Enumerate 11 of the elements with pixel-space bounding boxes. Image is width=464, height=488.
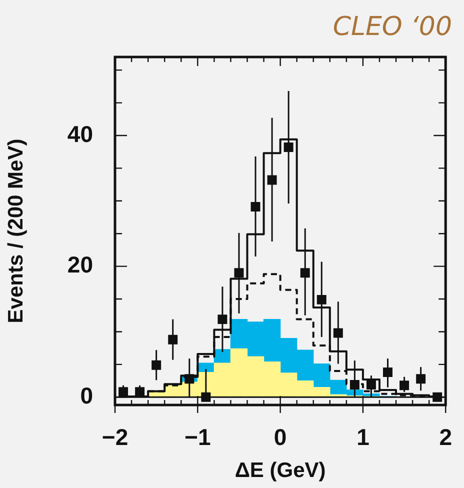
text: CLEO ‘00 (332, 12, 452, 42)
y-axis-title: Events / (200 MeV) (4, 138, 28, 324)
y-tick-label: 0 (80, 382, 93, 408)
x-axis-title: ΔE (GeV) (234, 459, 326, 482)
x-tick-label: −1 (184, 424, 211, 450)
x-tick-label: 2 (439, 424, 452, 450)
x-tick-label: −2 (102, 424, 128, 450)
x-tick-label: 0 (274, 424, 287, 450)
y-tick-label: 20 (67, 252, 93, 278)
x-tick-label: 1 (356, 424, 370, 450)
y-tick-label: 40 (67, 120, 93, 147)
